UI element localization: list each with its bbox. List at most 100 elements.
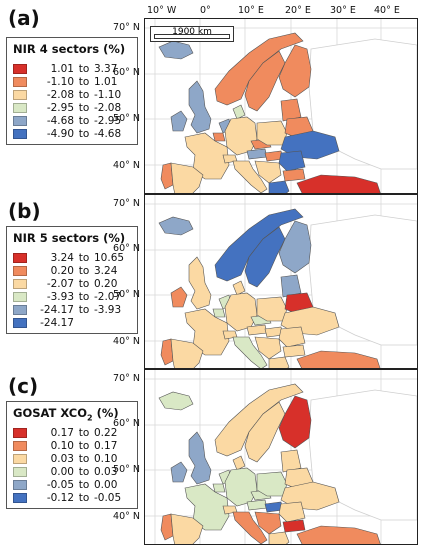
legend-swatch	[13, 89, 27, 100]
country-spain	[170, 338, 204, 368]
legend-swatch	[13, 265, 27, 276]
legend-range-low: -4.68	[46, 114, 74, 127]
scale-bar-label: 1900 km	[172, 27, 212, 37]
legend-swatch	[13, 63, 27, 74]
country-baltics	[280, 449, 302, 473]
country-france	[184, 308, 230, 356]
lon-label-10e: 10° E	[238, 5, 264, 16]
country-bulgaria	[282, 344, 306, 358]
country-baltics	[280, 98, 302, 122]
country-iceland	[158, 391, 194, 411]
legend-range-low: -2.08	[46, 88, 74, 101]
legend-range-high: 0.17	[94, 439, 118, 452]
legend-entry: -2.95 to -2.08	[13, 101, 131, 114]
legend-entry: 0.00 to 0.03	[13, 465, 131, 478]
legend-range-high: 3.24	[94, 264, 118, 277]
country-italy	[232, 336, 268, 368]
lat-label-50n-c: 50° N	[113, 464, 140, 475]
country-greece	[268, 356, 290, 368]
country-uk	[188, 256, 212, 310]
country-romania	[278, 150, 306, 172]
legend-title: GOSAT XCO2 (%)	[13, 406, 119, 423]
legend-entry: -3.93 to -2.07	[13, 290, 131, 303]
country-bulgaria	[282, 519, 306, 533]
map-panel-a	[144, 18, 418, 194]
legend-swatch	[13, 427, 27, 438]
country-austria	[246, 324, 268, 336]
legend-panel-a: NIR 4 sectors (%) 1.01 to 3.37 -1.10 to 1.01-…	[6, 37, 138, 146]
legend-swatch	[13, 76, 27, 87]
lon-label-0: 0°	[200, 5, 211, 16]
scale-bar: 1900 km	[150, 26, 234, 42]
legend-range-low: -3.93	[46, 290, 74, 303]
legend-range-to: to	[78, 426, 90, 439]
legend-range-low: -1.10	[46, 75, 74, 88]
lon-label-10w: 10° W	[147, 5, 177, 16]
legend-swatch	[13, 115, 27, 126]
legend-swatch	[13, 317, 27, 328]
lat-label-40n-c: 40° N	[113, 511, 140, 522]
legend-range-low: 0.20	[50, 264, 74, 277]
legend-entry: -24.17 to -3.93	[13, 303, 131, 316]
country-spain	[170, 513, 204, 544]
legend-entry: 0.17 to 0.22	[13, 426, 131, 439]
legend-range-to: to	[78, 491, 90, 504]
country-turkey	[296, 174, 381, 193]
country-austria	[246, 148, 268, 160]
legend-range-high: 1.01	[94, 75, 118, 88]
country-norway	[214, 383, 304, 457]
country-iceland	[158, 40, 194, 60]
country-norway	[214, 32, 304, 106]
legend-entry: 0.20 to 3.24	[13, 264, 131, 277]
legend-entry: 0.10 to 0.17	[13, 439, 131, 452]
country-poland	[256, 120, 288, 146]
country-romania	[278, 326, 306, 348]
country-sweden	[244, 401, 286, 463]
legend-range-low: -0.05	[46, 478, 74, 491]
country-france	[184, 132, 230, 180]
legend-range-high: -3.93	[94, 303, 122, 316]
legend-range-to: to	[78, 465, 90, 478]
lat-label-70n-b: 70° N	[113, 198, 140, 209]
legend-range-high: 0.03	[94, 465, 118, 478]
country-balkans	[254, 511, 282, 535]
country-italy	[232, 511, 268, 544]
legend-entry: 3.24 to 10.65	[13, 251, 131, 264]
legend-range-high: -2.08	[94, 101, 122, 114]
legend-range-to: to	[78, 452, 90, 465]
country-turkey	[296, 350, 381, 368]
legend-range-low: -24.17	[40, 316, 74, 329]
lat-label-60n-b: 60° N	[113, 243, 140, 254]
country-poland	[256, 296, 288, 322]
legend-range-to: to	[78, 303, 90, 316]
country-finland	[278, 44, 312, 98]
country-ireland	[170, 286, 188, 308]
legend-range-high: 0.22	[94, 426, 118, 439]
country-germany	[224, 467, 258, 507]
legend-entry: 0.03 to 0.10	[13, 452, 131, 465]
legend-entry: -24.17	[13, 316, 131, 329]
country-belgium	[212, 308, 226, 318]
choropleth-map	[145, 19, 417, 193]
legend-swatch	[13, 278, 27, 289]
lat-label-70n-c: 70° N	[113, 373, 140, 384]
legend-entry: -4.90 to -4.68	[13, 127, 131, 140]
legend-swatch	[13, 128, 27, 139]
choropleth-map	[145, 195, 417, 368]
legend-range-low: -2.07	[46, 277, 74, 290]
legend-panel-b: NIR 5 sectors (%) 3.24 to 10.65 0.20 to 3.24-…	[6, 226, 138, 335]
lat-label-60n-c: 60° N	[113, 418, 140, 429]
legend-range-high: 10.65	[94, 251, 125, 264]
legend-range-to: to	[78, 88, 90, 101]
legend-range-high: 3.37	[94, 62, 118, 75]
panel-a-label: (a)	[8, 6, 40, 30]
legend-range-to: to	[78, 290, 90, 303]
legend-range-to: to	[78, 114, 90, 127]
legend-swatch	[13, 252, 27, 263]
legend-swatch	[13, 291, 27, 302]
legend-panel-c: GOSAT XCO2 (%) 0.17 to 0.22 0.10 to 0.17 0.03 t…	[6, 401, 138, 510]
country-germany	[224, 292, 258, 332]
lat-label-50n-b: 50° N	[113, 289, 140, 300]
country-norway	[214, 208, 304, 282]
country-greece	[268, 531, 290, 544]
